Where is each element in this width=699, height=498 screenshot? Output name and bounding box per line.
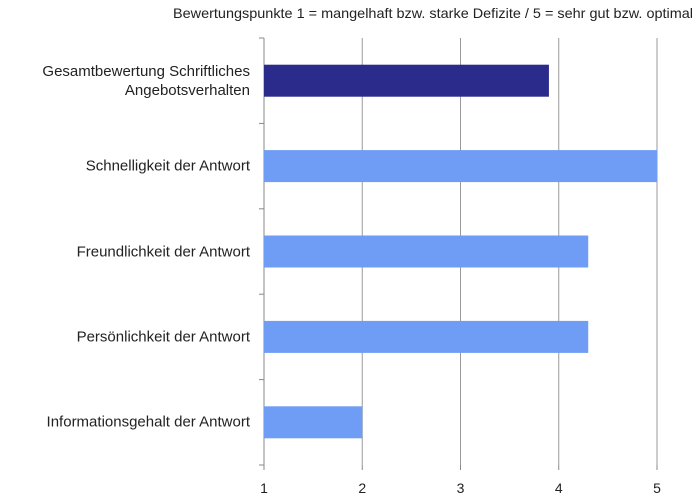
bar	[264, 406, 363, 439]
y-tick-label: Informationsgehalt der Antwort	[46, 413, 250, 431]
x-tick-label: 1	[260, 480, 268, 496]
x-tick-label: 2	[358, 480, 366, 496]
y-tick-label: Gesamtbewertung Schriftliches Angebotsve…	[42, 62, 250, 99]
chart-title: Bewertungspunkte 1 = mangelhaft bzw. sta…	[173, 5, 693, 21]
bar	[264, 320, 589, 353]
x-tick-label: 3	[457, 480, 465, 496]
y-tick-label: Schnelligkeit der Antwort	[85, 157, 250, 175]
bar	[264, 64, 549, 97]
x-tick-label: 4	[555, 480, 563, 496]
bar	[264, 150, 657, 183]
y-tick-label: Freundlichkeit der Antwort	[76, 243, 250, 260]
bar	[264, 235, 589, 268]
y-tick-label: Persönlichkeit der Antwort	[76, 328, 250, 346]
x-tick-label: 5	[653, 480, 661, 496]
